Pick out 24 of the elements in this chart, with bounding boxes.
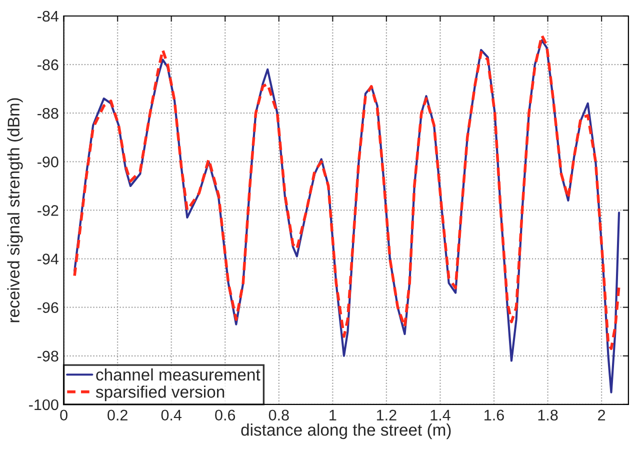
y-tick-label: -86 [38, 59, 58, 70]
y-tick-label: -94 [38, 254, 58, 264]
x-tick-label: 1.2 [376, 410, 396, 420]
x-tick-label: 0.4 [161, 410, 182, 421]
y-tick-label: -90 [38, 156, 58, 168]
y-axis-title: received signal strength (dBm) [7, 98, 23, 322]
x-tick-label: 0.6 [215, 410, 236, 421]
y-tick-label: -98 [38, 350, 58, 362]
y-tick-label: -100 [29, 399, 58, 410]
x-tick-label: 2 [598, 410, 606, 420]
legend-label: sparsified version [96, 386, 224, 402]
x-tick-label: 1.4 [430, 410, 450, 420]
x-tick-label: 0.2 [108, 410, 128, 421]
y-tick-label: -92 [38, 205, 58, 216]
legend-label: channel measurement [96, 368, 260, 381]
y-tick-label: -96 [38, 302, 58, 314]
x-tick-label: 1 [330, 410, 336, 420]
y-tick-label: -88 [38, 108, 58, 119]
x-tick-label: 1.6 [484, 410, 504, 421]
y-tick-label: -84 [38, 10, 58, 22]
x-axis-title: distance along the street (m) [241, 424, 451, 440]
x-tick-label: 0 [60, 410, 68, 421]
x-tick-label: 1.8 [538, 410, 558, 421]
x-tick-label: 0.8 [268, 410, 289, 421]
